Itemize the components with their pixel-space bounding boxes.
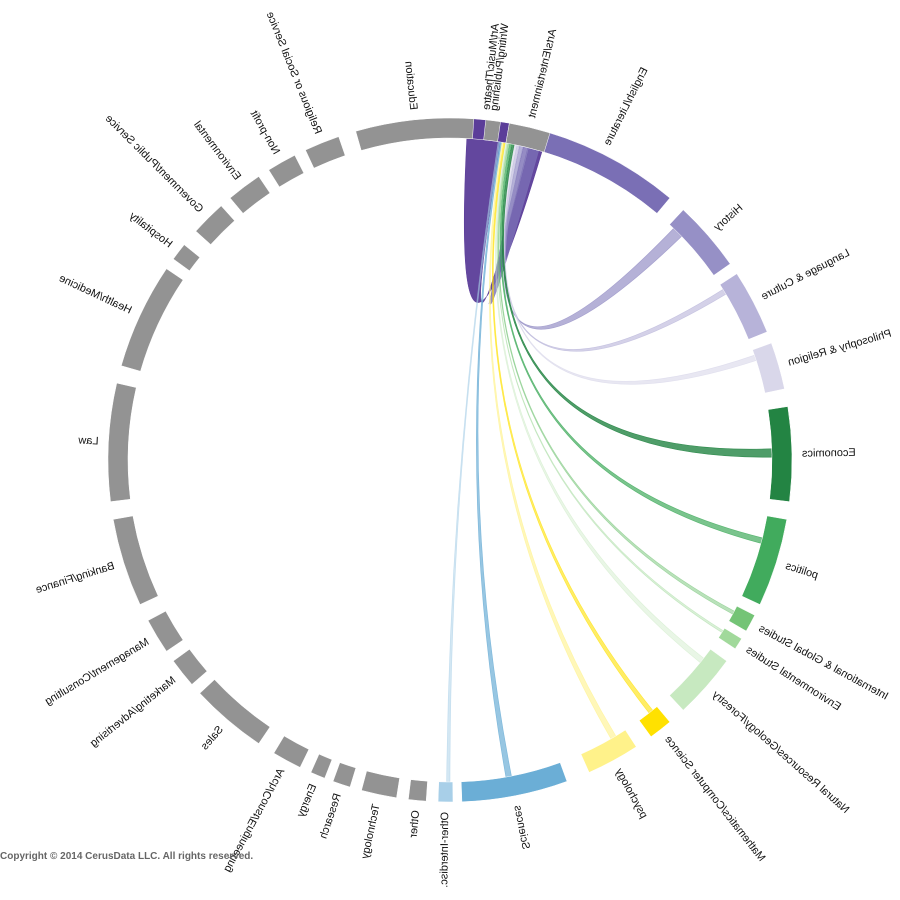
career-label-environmental: Environmental (191, 119, 243, 182)
career-arc-sales (199, 679, 271, 744)
major-arc-international-global-studies (728, 605, 756, 632)
major-label-english-literature: English/Literature (602, 66, 651, 148)
career-arc-non-profit (268, 154, 305, 188)
career-arc-government-public-service (195, 205, 235, 245)
career-label-sales: Sales (199, 724, 226, 753)
career-arc-hospitality (172, 244, 201, 272)
major-arc-english-literature (522, 126, 671, 214)
major-arc-politics (741, 515, 788, 605)
major-label-philosophy-religion: Philosophy & Religion (787, 328, 893, 369)
career-label-technology: Technology (359, 803, 382, 860)
major-label-environmental-studies: Environmental Studies (743, 644, 843, 714)
major-arc-sciences (460, 762, 568, 803)
career-arc-arch-const-engineering (273, 735, 310, 768)
career-label-hospitality: Hospitality (126, 210, 174, 251)
major-arc-environmental-studies (718, 627, 742, 650)
career-arc-management-consulting (147, 610, 184, 652)
major-arc-other-interdisc (437, 781, 454, 803)
major-arc-natural-resources-geology-forestry (669, 648, 728, 711)
ribbon-natural-resources-geology-forestry (495, 142, 705, 664)
major-label-other-interdisc: Other-Interdisc. (438, 812, 451, 888)
ribbon-group (446, 138, 773, 783)
major-arc-language-culture (719, 273, 768, 340)
career-arc-banking-finance (112, 515, 159, 605)
major-arc-mathematics-computer-science (638, 706, 671, 738)
career-label-education: Education (402, 61, 419, 111)
career-label-arts-entertainment: Arts/Entertainment (526, 28, 559, 119)
career-arc-technology (361, 770, 400, 799)
career-label-health-medicine: Health/Medicine (57, 272, 134, 316)
major-label-sciences: Sciences (511, 804, 531, 851)
major-label-economics: Economics (801, 447, 855, 460)
ribbon-international-global-studies (497, 142, 735, 615)
career-arc-environmental (229, 176, 271, 214)
career-arc-writing-publishing (483, 119, 501, 142)
career-label-marketing-advertising: Marketing/Advertising (88, 674, 178, 749)
major-label-mathematics-computer-science: Mathematics/Computer Science (662, 734, 767, 864)
copyright-notice: Copyright © 2014 CerusData LLC. All righ… (0, 851, 254, 862)
career-arc-other (408, 779, 428, 802)
career-label-energy: Energy (295, 782, 320, 819)
career-arc-health-medicine (120, 268, 184, 372)
career-label-religious-or-social-service: Religious or Social Service (264, 10, 324, 136)
career-arc-research (332, 762, 357, 788)
major-label-history: History (711, 202, 745, 234)
career-label-banking-finance: Banking/Finance (34, 560, 116, 596)
career-arc-arts-entertainment (505, 122, 551, 153)
arc-group (107, 117, 793, 803)
career-arc-education (355, 117, 475, 151)
career-arc-marketing-advertising (172, 648, 208, 685)
career-arc-religious-or-social-service (305, 136, 346, 169)
career-label-research: Research (318, 792, 344, 840)
career-label-other: Other (408, 810, 423, 839)
career-arc-energy (310, 753, 333, 779)
career-label-management-consulting: Management/Consulting (43, 636, 151, 708)
major-label-politics: politics (783, 560, 819, 582)
major-arc-psychology (580, 729, 637, 773)
career-label-government-public-service: Government/Public Service (103, 113, 206, 216)
career-label-non-profit: Non-profit (248, 109, 282, 157)
ribbon-politics (499, 143, 763, 544)
major-arc-economics (767, 406, 793, 502)
major-label-language-culture: Language & Culture (759, 247, 851, 303)
major-arc-philosophy-religion (752, 342, 785, 394)
career-arc-law (107, 382, 137, 502)
career-label-law: Law (78, 434, 99, 447)
major-arc-history (669, 209, 731, 276)
major-label-psychology: psychology (613, 766, 650, 821)
